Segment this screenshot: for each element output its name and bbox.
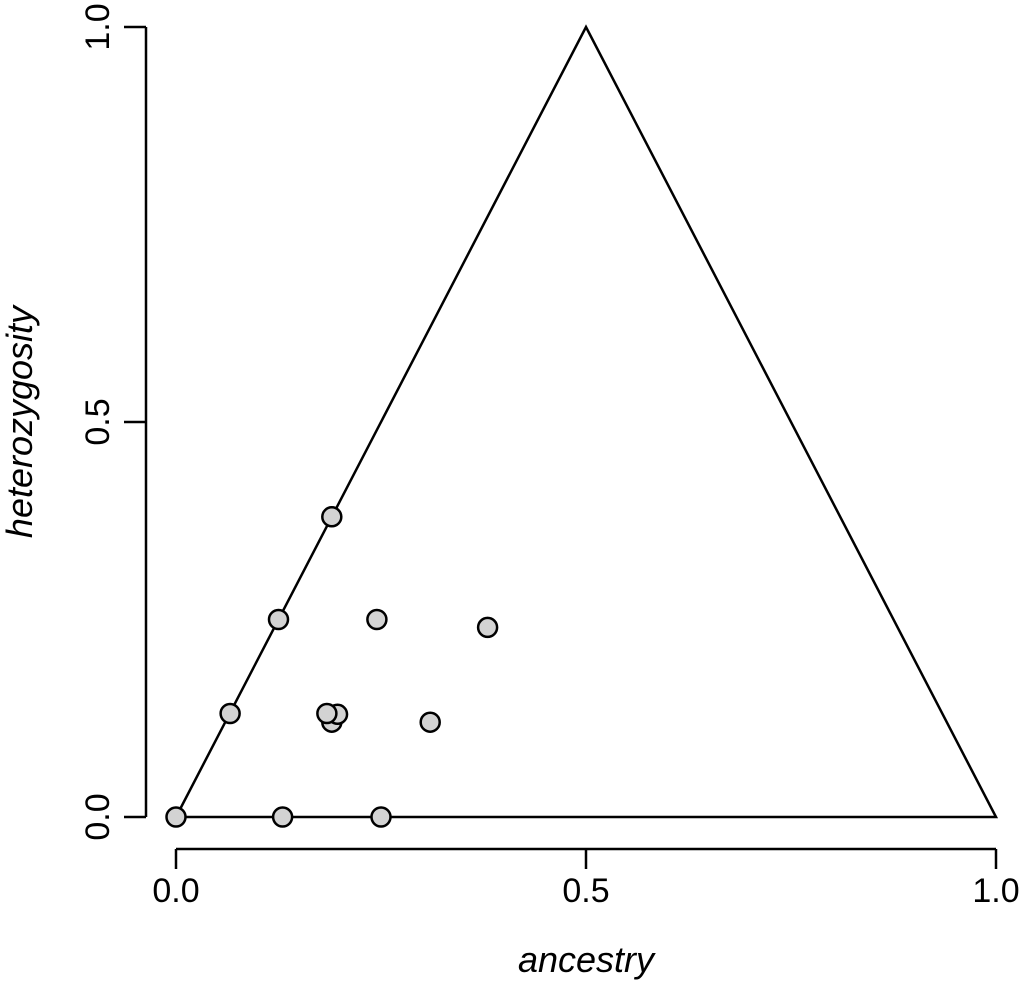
data-point: [316, 702, 338, 725]
x-axis: 0.0 0.5 1.0: [152, 847, 1020, 910]
x-axis-title: ancestry: [518, 939, 656, 980]
points-layer: [165, 506, 499, 828]
y-tick-label: 0.0: [79, 793, 117, 840]
data-point: [370, 806, 392, 828]
data-point: [366, 608, 388, 631]
data-point: [165, 806, 187, 828]
data-point: [476, 616, 499, 639]
y-tick-label: 0.5: [79, 398, 117, 445]
data-point: [321, 506, 343, 528]
y-tick-label: 1.0: [79, 3, 117, 50]
x-tick-label: 0.5: [562, 872, 609, 910]
y-axis: 0.0 0.5 1.0: [79, 3, 148, 841]
boundary-triangle-layer: [173, 24, 999, 819]
data-point: [219, 702, 241, 725]
y-axis-title: heterozygosity: [0, 304, 40, 538]
data-point: [267, 608, 290, 631]
x-tick-label: 1.0: [972, 872, 1019, 910]
data-point: [271, 806, 294, 828]
data-point: [419, 711, 441, 733]
x-tick-label: 0.0: [152, 872, 199, 910]
boundary-triangle: [173, 24, 999, 819]
